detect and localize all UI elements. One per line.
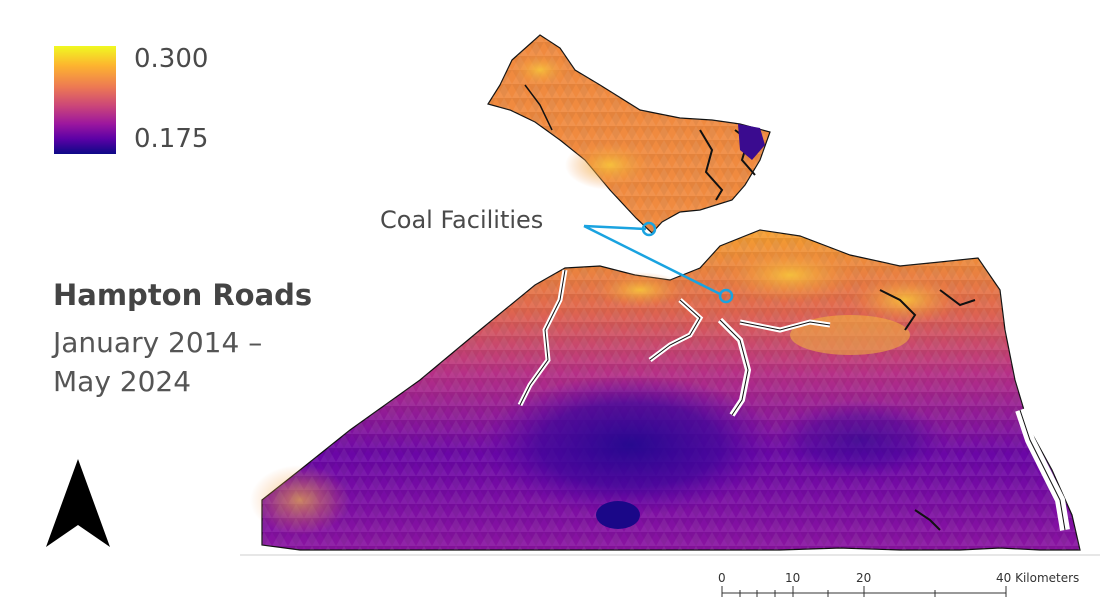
scale-tick-20: 20 <box>856 571 872 585</box>
legend-min-label: 0.175 <box>134 124 209 154</box>
coal-facility-marker <box>641 221 657 237</box>
scale-bar <box>721 586 1007 597</box>
north-arrow-icon <box>44 455 112 554</box>
map-title: Hampton Roads <box>53 278 313 312</box>
legend-max-label: 0.300 <box>134 44 209 74</box>
map-subtitle: January 2014 – May 2024 <box>53 326 263 398</box>
peninsula-region <box>487 34 771 234</box>
coal-facilities-callout <box>583 221 734 304</box>
scale-tick-10: 10 <box>785 571 801 585</box>
coal-facilities-label: Coal Facilities <box>380 206 544 234</box>
scale-tick-40: 40 Kilometers <box>996 571 1080 585</box>
southside-region <box>250 229 1081 551</box>
scale-tick-0: 0 <box>718 571 726 585</box>
legend-color-ramp <box>54 46 116 154</box>
coal-facility-marker <box>718 288 734 304</box>
